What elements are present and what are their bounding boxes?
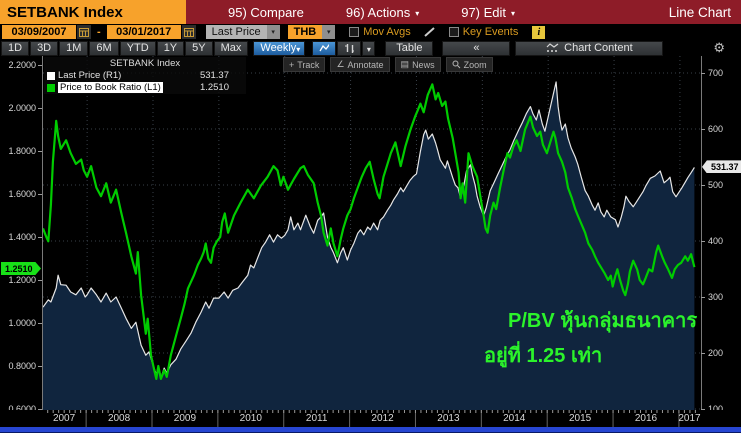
year-label: 2017 xyxy=(678,413,701,424)
year-label: 2011 xyxy=(305,413,328,424)
ticker-label: SETBANK Index xyxy=(7,3,123,21)
range-1d[interactable]: 1D xyxy=(1,40,30,56)
price-pb-chart[interactable] xyxy=(43,56,701,410)
range-max[interactable]: Max xyxy=(213,40,249,56)
pb-ratio-swatch xyxy=(47,83,55,92)
menu-edit[interactable]: 97) Edit ▾ xyxy=(461,4,516,20)
thai-annotation: P/BV หุ้นกลุ่มธนาคาร อยู่ที่ 1.25 เท่า xyxy=(484,304,697,374)
chevron-down-icon: ▾ xyxy=(511,8,516,18)
chevron-down-icon: ▾ xyxy=(322,25,336,39)
chart-content-button[interactable]: Chart Content xyxy=(515,40,664,56)
range-1m[interactable]: 1M xyxy=(59,40,89,56)
title-bar: SETBANK Index 95) Compare 96) Actions ▾ … xyxy=(0,0,741,24)
legend-row-pb-ratio[interactable]: Price to Book Ratio (L1) 1.2510 xyxy=(47,82,243,93)
range-6m[interactable]: 6M xyxy=(89,40,119,56)
date-range-separator: - xyxy=(97,26,101,38)
info-icon[interactable]: i xyxy=(532,25,546,39)
legend-title: SETBANK Index xyxy=(109,58,181,69)
chart-style-dropdown[interactable]: ▾ xyxy=(362,40,376,56)
query-toolbar: 03/09/2007 - 03/01/2017 Last Price ▾ THB… xyxy=(0,24,741,40)
mov-avgs-label: Mov Avgs xyxy=(363,26,411,38)
candlestick-icon[interactable] xyxy=(337,40,362,56)
year-label: 2010 xyxy=(239,413,262,424)
annotation-line-1: P/BV หุ้นกลุ่มธนาคาร xyxy=(508,310,698,332)
collapse-panel-button[interactable]: « xyxy=(442,40,511,56)
gear-icon[interactable]: ⚙ xyxy=(713,40,725,55)
track-plus-icon: + xyxy=(289,59,295,70)
range-1y[interactable]: 1Y xyxy=(156,40,185,56)
chevron-down-icon: ▾ xyxy=(366,44,371,54)
chart-content-icon xyxy=(546,43,559,52)
plot-toolbar: + Track ∠ Annotate ▤ News Zoom xyxy=(283,57,493,72)
right-axis: 531.37 700 600 500 400 300 200 100 xyxy=(701,56,741,414)
currency-select[interactable]: THB ▾ xyxy=(287,25,336,39)
calendar-icon[interactable] xyxy=(77,25,91,39)
key-events-label: Key Events xyxy=(462,26,519,38)
news-icon: ▤ xyxy=(400,59,410,69)
menu-actions[interactable]: 96) Actions ▾ xyxy=(345,4,420,20)
last-price-swatch xyxy=(47,71,55,80)
year-label: 2014 xyxy=(503,413,526,424)
left-axis: 1.2510 2.2000 2.0000 1.8000 1.6000 1.4000 1.2… xyxy=(0,56,42,414)
range-toolbar: 1D 3D 1M 6M YTD 1Y 5Y Max Weekly ▾ ▾ Tab… xyxy=(0,40,741,56)
line-chart-icon[interactable] xyxy=(312,40,337,56)
chevron-down-icon: ▾ xyxy=(415,8,420,18)
year-label: 2016 xyxy=(634,413,658,424)
ticker-tab[interactable]: SETBANK Index xyxy=(0,0,186,24)
mov-avgs-checkbox[interactable] xyxy=(349,27,360,37)
chart-type-label: Line Chart xyxy=(668,4,731,20)
annotate-button[interactable]: ∠ Annotate xyxy=(330,57,390,72)
year-label: 2012 xyxy=(371,413,394,424)
legend-value: 1.2510 xyxy=(199,82,229,93)
zoom-button[interactable]: Zoom xyxy=(445,57,493,72)
legend-row-last-price[interactable]: Last Price (R1) 531.37 xyxy=(47,70,243,81)
legend-label: Price to Book Ratio (L1) xyxy=(58,82,163,93)
price-field-select[interactable]: Last Price ▾ xyxy=(205,25,280,39)
x-axis-ticks xyxy=(47,410,696,427)
chart-area: 1.2510 2.2000 2.0000 1.8000 1.6000 1.4000 1.2… xyxy=(0,56,741,414)
legend-value: 531.37 xyxy=(199,70,229,81)
double-left-chevron-icon: « xyxy=(473,42,480,54)
year-label: 2013 xyxy=(437,413,460,424)
chevron-down-icon: ▾ xyxy=(266,25,280,39)
pencil-icon[interactable] xyxy=(423,26,437,38)
legend-label: Last Price (R1) xyxy=(58,70,122,81)
x-axis: 2007 2008 2009 2010 2011 2012 2013 2014 2015 2016… xyxy=(0,410,741,427)
year-label: 2009 xyxy=(173,413,197,424)
track-button[interactable]: + Track xyxy=(283,57,326,72)
year-label: 2008 xyxy=(107,413,131,424)
bottom-accent-bar xyxy=(0,427,741,433)
key-events-checkbox[interactable] xyxy=(448,27,459,37)
range-ytd[interactable]: YTD xyxy=(119,40,156,56)
year-label: 2007 xyxy=(52,413,76,424)
annotate-icon: ∠ xyxy=(336,59,345,69)
menu-compare[interactable]: 95) Compare xyxy=(228,4,304,20)
price-axis-badge: 531.37 xyxy=(702,160,741,174)
calendar-icon[interactable] xyxy=(181,25,196,39)
table-button[interactable]: Table xyxy=(385,40,434,56)
chevron-down-icon: ▾ xyxy=(296,44,301,54)
chart-legend: SETBANK Index Last Price (R1) 531.37 Pri… xyxy=(44,57,246,94)
date-from-input[interactable]: 03/09/2007 xyxy=(2,25,76,39)
annotation-line-2: อยู่ที่ 1.25 เท่า xyxy=(484,345,603,367)
range-5y[interactable]: 5Y xyxy=(185,40,213,56)
date-to-input[interactable]: 03/01/2017 xyxy=(106,25,181,39)
year-label: 2015 xyxy=(568,413,592,424)
range-3d[interactable]: 3D xyxy=(30,40,59,56)
pb-axis-badge: 1.2510 xyxy=(1,262,41,276)
period-select[interactable]: Weekly ▾ xyxy=(253,40,306,56)
news-button[interactable]: ▤ News xyxy=(394,57,441,72)
magnifier-icon xyxy=(452,60,460,69)
